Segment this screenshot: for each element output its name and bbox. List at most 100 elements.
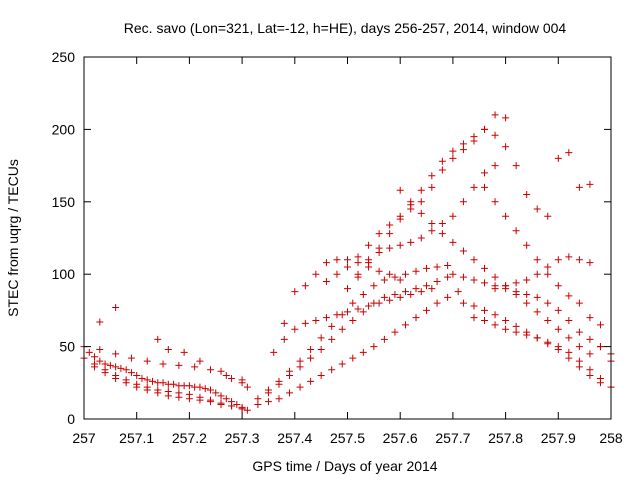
data-point (544, 338, 552, 346)
data-point (470, 314, 478, 322)
data-point (586, 335, 594, 343)
data-point (586, 180, 594, 188)
x-tick-label: 258 (599, 430, 623, 446)
data-point (481, 317, 489, 325)
data-point (180, 348, 188, 356)
data-point (127, 354, 135, 362)
data-point (206, 386, 214, 394)
data-point (243, 383, 251, 391)
data-point (206, 366, 214, 374)
data-point (596, 321, 604, 329)
data-point (544, 270, 552, 278)
data-point (438, 166, 446, 174)
data-point (586, 314, 594, 322)
data-point (481, 264, 489, 272)
data-point (122, 366, 130, 374)
data-point (349, 317, 357, 325)
data-point (596, 374, 604, 382)
data-point (481, 169, 489, 177)
data-point (391, 328, 399, 336)
data-point (344, 256, 351, 264)
data-point (470, 302, 478, 310)
data-point (164, 392, 172, 400)
data-point (412, 314, 420, 322)
data-point (444, 273, 452, 281)
data-point (386, 230, 394, 238)
data-point (423, 306, 431, 314)
data-point (228, 402, 236, 410)
data-point (112, 304, 120, 312)
data-point (565, 348, 573, 356)
x-tick-label: 257.5 (330, 430, 365, 446)
data-point (554, 256, 562, 264)
data-point (586, 350, 594, 358)
x-tick-label: 257.6 (383, 430, 418, 446)
data-points (80, 111, 615, 414)
data-point (512, 162, 520, 170)
data-point (491, 285, 499, 293)
data-point (138, 374, 146, 382)
data-point (349, 354, 357, 362)
x-tick-label: 257.4 (277, 430, 312, 446)
data-point (112, 363, 120, 371)
data-point (459, 140, 467, 148)
data-point (196, 396, 204, 404)
data-point (217, 367, 225, 375)
data-point (317, 372, 325, 380)
data-point (133, 383, 141, 391)
data-point (417, 209, 425, 217)
data-point (523, 299, 531, 307)
data-point (333, 311, 341, 319)
data-point (159, 360, 167, 368)
data-point (533, 256, 541, 264)
data-point (481, 306, 489, 314)
data-point (433, 263, 441, 271)
data-point (459, 299, 467, 307)
data-point (423, 264, 431, 272)
x-tick-label: 257.1 (119, 430, 154, 446)
data-point (149, 377, 157, 385)
data-point (491, 162, 499, 170)
data-point (512, 279, 520, 287)
data-point (544, 299, 552, 307)
data-point (307, 345, 315, 353)
data-point (312, 317, 320, 325)
data-point (459, 273, 467, 281)
data-point (396, 186, 404, 194)
data-point (502, 114, 510, 122)
data-point (117, 364, 125, 372)
data-point (438, 230, 446, 238)
data-point (375, 299, 383, 307)
data-point (502, 143, 510, 151)
data-point (264, 386, 272, 394)
x-tick-label: 257.3 (225, 430, 260, 446)
data-point (459, 247, 467, 255)
data-point (491, 273, 499, 281)
data-point (175, 361, 183, 369)
data-point (401, 321, 409, 329)
data-point (438, 220, 446, 228)
data-point (407, 198, 415, 206)
data-point (449, 147, 457, 155)
data-point (412, 267, 420, 275)
data-point (417, 234, 425, 242)
data-point (565, 149, 573, 157)
data-point (491, 111, 499, 119)
data-point (301, 319, 309, 327)
data-point (575, 343, 583, 351)
data-point (112, 350, 120, 358)
data-point (433, 299, 441, 307)
data-point (238, 405, 246, 413)
data-point (112, 374, 120, 382)
data-point (359, 290, 367, 298)
data-point (554, 306, 562, 314)
y-tick-label: 250 (52, 49, 76, 65)
data-point (575, 328, 583, 336)
data-point (296, 383, 304, 391)
data-point (491, 321, 499, 329)
data-point (349, 299, 357, 307)
data-point (154, 335, 162, 343)
data-point (449, 270, 457, 278)
data-point (491, 311, 499, 319)
data-point (354, 305, 362, 313)
